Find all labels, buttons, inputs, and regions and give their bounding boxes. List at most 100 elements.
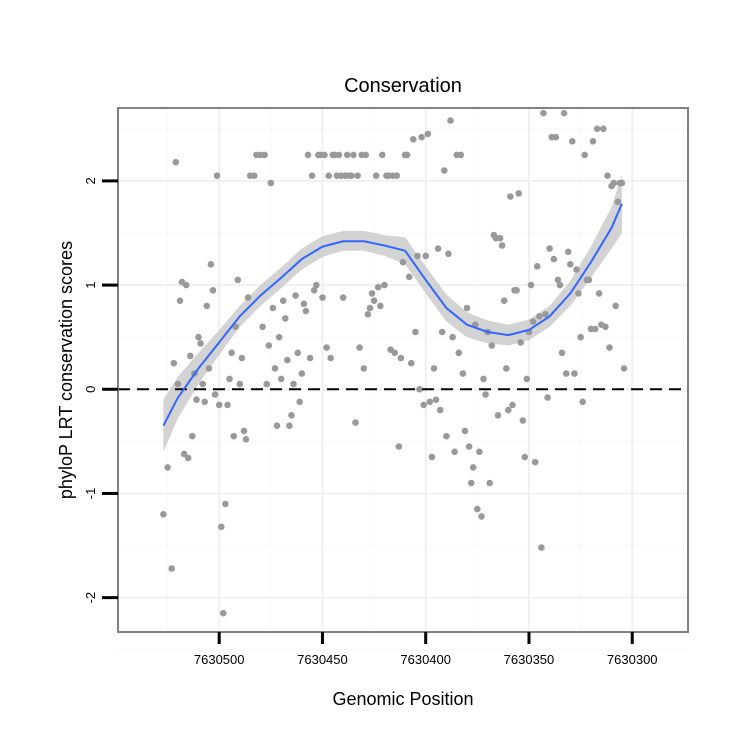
data-point bbox=[469, 464, 477, 471]
x-axis: 7630500 7630450 7630400 7630350 7630300 bbox=[194, 632, 658, 667]
data-point bbox=[197, 340, 204, 347]
data-point bbox=[236, 380, 244, 388]
data-point bbox=[275, 333, 283, 341]
data-point bbox=[180, 450, 188, 458]
data-point bbox=[209, 287, 217, 294]
data-point bbox=[372, 172, 380, 179]
chart-title: Conservation bbox=[344, 75, 462, 97]
x-tick-label: 7630500 bbox=[194, 652, 245, 667]
data-point bbox=[391, 349, 399, 357]
data-point bbox=[523, 375, 531, 383]
data-point bbox=[335, 151, 343, 159]
data-point bbox=[234, 276, 242, 284]
data-point bbox=[560, 109, 568, 117]
data-point bbox=[251, 172, 258, 179]
y-axis: -2 -1 0 1 2 bbox=[83, 177, 118, 603]
data-point bbox=[463, 304, 471, 312]
x-tick-label: 7630450 bbox=[297, 652, 348, 667]
data-point bbox=[595, 290, 603, 297]
data-point bbox=[420, 401, 428, 409]
data-point bbox=[474, 505, 481, 513]
data-point bbox=[182, 281, 190, 289]
data-point bbox=[306, 354, 314, 362]
data-point bbox=[564, 248, 572, 256]
data-point bbox=[242, 436, 250, 443]
y-tick-label: 2 bbox=[83, 177, 98, 184]
data-point bbox=[399, 258, 407, 266]
data-point bbox=[558, 349, 566, 357]
data-point bbox=[434, 245, 442, 252]
data-point bbox=[226, 375, 233, 383]
data-point bbox=[201, 398, 208, 406]
data-point bbox=[215, 401, 223, 409]
data-point bbox=[218, 523, 225, 531]
data-point bbox=[424, 130, 432, 138]
data-point bbox=[476, 448, 483, 456]
data-point bbox=[602, 323, 609, 331]
data-point bbox=[222, 500, 229, 508]
data-point bbox=[381, 281, 388, 289]
data-point bbox=[457, 151, 465, 159]
x-tick-label: 7630400 bbox=[400, 652, 451, 667]
data-point bbox=[575, 290, 582, 297]
data-point bbox=[620, 365, 628, 372]
data-point bbox=[193, 396, 200, 404]
plot-area bbox=[117, 107, 689, 651]
data-point bbox=[579, 398, 586, 406]
data-point bbox=[554, 276, 562, 284]
data-point bbox=[585, 276, 593, 284]
data-point bbox=[459, 370, 467, 377]
data-point bbox=[168, 565, 175, 572]
data-point bbox=[600, 125, 607, 133]
y-tick-label: -1 bbox=[83, 488, 98, 500]
data-point bbox=[296, 398, 304, 406]
data-point bbox=[366, 304, 374, 312]
x-tick-label: 7630300 bbox=[607, 652, 658, 667]
data-point bbox=[313, 281, 320, 289]
data-point bbox=[430, 365, 438, 372]
data-point bbox=[294, 349, 302, 357]
data-point bbox=[323, 344, 330, 351]
data-point bbox=[189, 432, 196, 440]
data-point bbox=[271, 365, 279, 372]
data-point bbox=[461, 427, 469, 435]
data-point bbox=[228, 349, 235, 357]
y-tick-label: 1 bbox=[83, 281, 98, 288]
data-point bbox=[308, 172, 316, 179]
data-point bbox=[282, 315, 289, 322]
data-point bbox=[284, 356, 291, 364]
data-point bbox=[552, 133, 560, 141]
data-point bbox=[509, 401, 516, 409]
data-point bbox=[478, 513, 485, 520]
data-point bbox=[529, 318, 537, 325]
data-point bbox=[503, 365, 510, 372]
data-point bbox=[377, 302, 384, 310]
data-point bbox=[211, 391, 219, 398]
data-point bbox=[513, 287, 520, 294]
data-point bbox=[368, 290, 376, 297]
data-point bbox=[498, 242, 506, 249]
data-point bbox=[354, 172, 361, 179]
data-point bbox=[488, 342, 496, 349]
data-point bbox=[240, 427, 248, 435]
data-point bbox=[279, 297, 287, 305]
data-point bbox=[269, 304, 277, 312]
data-point bbox=[176, 297, 184, 305]
data-point bbox=[213, 172, 221, 179]
data-point bbox=[589, 138, 597, 145]
data-point bbox=[164, 464, 171, 471]
data-point bbox=[343, 151, 351, 159]
data-point bbox=[321, 151, 328, 159]
data-point bbox=[277, 375, 285, 383]
data-point bbox=[327, 354, 335, 362]
data-point bbox=[569, 138, 576, 145]
data-point bbox=[263, 380, 271, 388]
data-point bbox=[374, 283, 382, 291]
data-point bbox=[540, 109, 547, 117]
data-point bbox=[362, 151, 370, 159]
data-point bbox=[480, 375, 487, 383]
data-point bbox=[593, 125, 601, 133]
data-point bbox=[544, 394, 551, 401]
data-point bbox=[348, 172, 355, 179]
